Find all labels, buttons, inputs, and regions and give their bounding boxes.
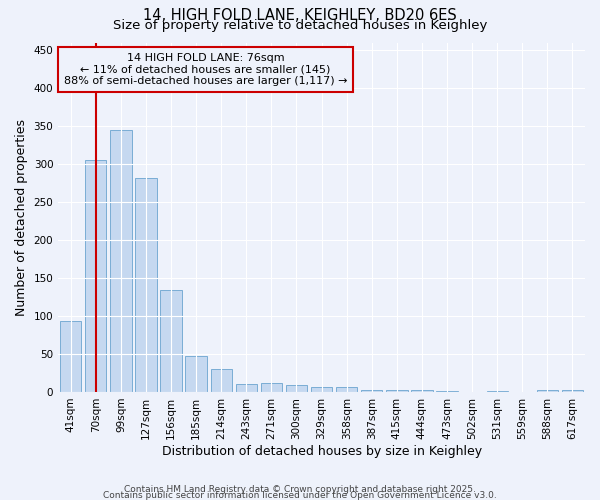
Bar (311, 386, 332, 392)
Bar (386, 390, 407, 392)
Text: 14, HIGH FOLD LANE, KEIGHLEY, BD20 6ES: 14, HIGH FOLD LANE, KEIGHLEY, BD20 6ES (143, 8, 457, 22)
Bar (261, 383, 282, 392)
Text: Size of property relative to detached houses in Keighley: Size of property relative to detached ho… (113, 18, 487, 32)
X-axis label: Distribution of detached houses by size in Keighley: Distribution of detached houses by size … (161, 444, 482, 458)
Text: Contains HM Land Registry data © Crown copyright and database right 2025.: Contains HM Land Registry data © Crown c… (124, 485, 476, 494)
Bar (487, 391, 508, 392)
Text: 14 HIGH FOLD LANE: 76sqm
← 11% of detached houses are smaller (145)
88% of semi-: 14 HIGH FOLD LANE: 76sqm ← 11% of detach… (64, 53, 347, 86)
Bar (110, 130, 131, 392)
Bar (236, 384, 257, 392)
Bar (211, 369, 232, 392)
Bar (185, 356, 207, 392)
Bar (436, 391, 458, 392)
Bar (411, 390, 433, 392)
Text: Contains public sector information licensed under the Open Government Licence v3: Contains public sector information licen… (103, 490, 497, 500)
Bar (336, 388, 358, 392)
Bar (160, 290, 182, 392)
Bar (562, 390, 583, 392)
Y-axis label: Number of detached properties: Number of detached properties (15, 118, 28, 316)
Bar (286, 385, 307, 392)
Bar (136, 178, 157, 392)
Bar (60, 322, 82, 392)
Bar (537, 390, 558, 392)
Bar (85, 160, 106, 392)
Bar (361, 390, 382, 392)
